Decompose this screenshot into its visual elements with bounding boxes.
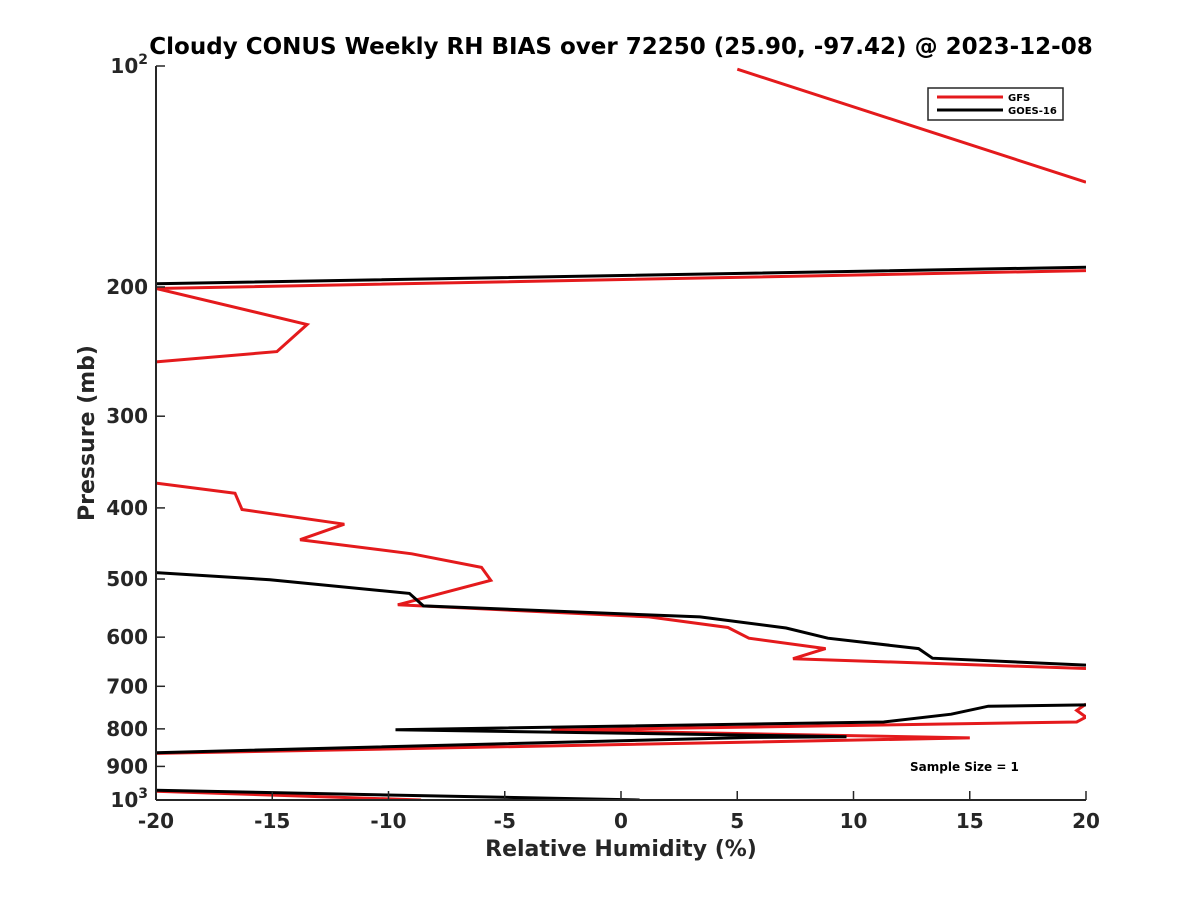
x-tick-label: -5	[494, 809, 516, 833]
series-line-goes16	[156, 265, 1086, 800]
x-tick-label: -10	[370, 809, 406, 833]
chart-title: Cloudy CONUS Weekly RH BIAS over 72250 (…	[149, 34, 1092, 60]
x-tick-label: 10	[840, 809, 868, 833]
y-tick-label: 600	[106, 625, 148, 649]
x-tick-label: 0	[614, 809, 628, 833]
legend-label-goes16: GOES-16	[1008, 106, 1057, 117]
y-tick-label: 800	[106, 717, 148, 741]
x-tick-label: -20	[138, 809, 174, 833]
y-axis-title: Pressure (mb)	[75, 345, 100, 521]
sample-size-annotation: Sample Size = 1	[910, 760, 1019, 774]
x-tick-label: 20	[1072, 809, 1100, 833]
y-tick-label: 900	[106, 754, 148, 778]
series-line-gfs	[156, 67, 1086, 800]
x-tick-label: 5	[730, 809, 744, 833]
x-ticks: -20 -15 -10 -5 0 5 10 15 20	[138, 791, 1100, 833]
y-tick-label: 500	[106, 567, 148, 591]
y-tick-label: 400	[106, 496, 148, 520]
series-layer	[156, 67, 1086, 800]
x-tick-label: 15	[956, 809, 984, 833]
x-tick-label: -15	[254, 809, 290, 833]
legend-box	[927, 87, 1064, 121]
legend: GFS GOES-16	[927, 87, 1064, 121]
y-ticks: 102 200 300 400 500 600 700 800 900 103	[106, 52, 165, 812]
x-axis-title: Relative Humidity (%)	[485, 837, 757, 862]
legend-label-gfs: GFS	[1008, 93, 1030, 104]
y-tick-label: 300	[106, 404, 148, 428]
y-tick-label: 102	[110, 52, 148, 78]
y-tick-label: 103	[110, 786, 148, 812]
y-tick-label: 200	[106, 275, 148, 299]
plot-axes	[155, 66, 1086, 801]
y-tick-label: 700	[106, 674, 148, 698]
